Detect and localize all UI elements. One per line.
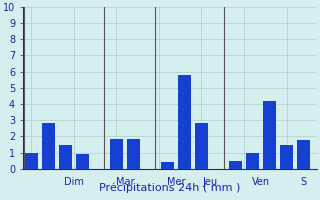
Text: S: S xyxy=(300,177,307,187)
Text: Ven: Ven xyxy=(252,177,270,187)
Bar xyxy=(59,145,72,169)
Bar xyxy=(263,101,276,169)
Bar xyxy=(229,161,242,169)
Bar xyxy=(246,153,259,169)
Bar xyxy=(25,153,37,169)
Text: Mer: Mer xyxy=(167,177,185,187)
X-axis label: Précipitations 24h ( mm ): Précipitations 24h ( mm ) xyxy=(99,183,241,193)
Text: Mar: Mar xyxy=(116,177,134,187)
Bar xyxy=(76,154,89,169)
Bar xyxy=(127,139,140,169)
Text: Dim: Dim xyxy=(64,177,84,187)
Text: Jeu: Jeu xyxy=(202,177,218,187)
Bar xyxy=(161,162,174,169)
Bar xyxy=(297,140,310,169)
Bar xyxy=(42,123,55,169)
Bar xyxy=(280,145,293,169)
Bar xyxy=(195,123,208,169)
Bar xyxy=(178,75,191,169)
Bar xyxy=(110,139,123,169)
